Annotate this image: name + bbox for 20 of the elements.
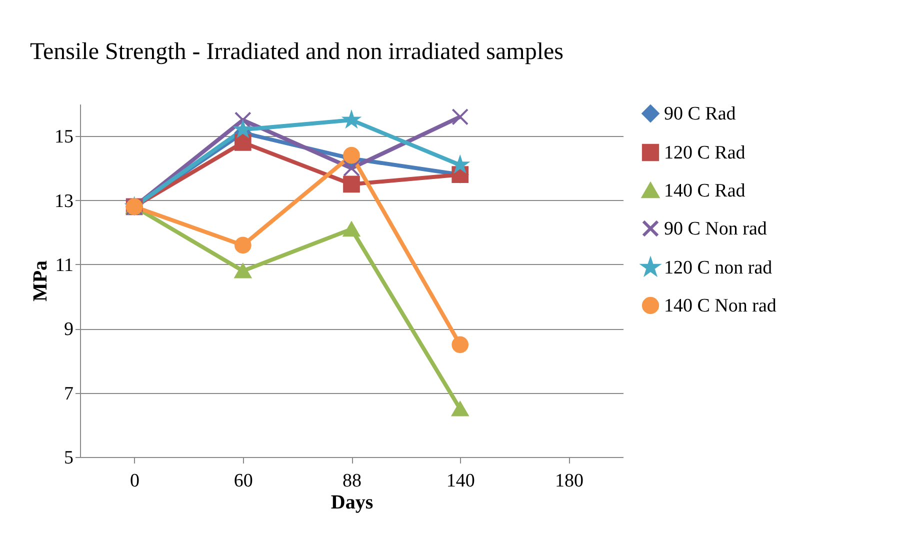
y-tick-label: 15	[54, 126, 74, 148]
y-tick-label: 13	[54, 190, 74, 212]
legend-label: 90 C Non rad	[664, 218, 768, 240]
x-tick-label: 88	[342, 470, 362, 492]
chart-title: Tensile Strength - Irradiated and non irradiated samples	[30, 39, 564, 65]
legend-label: 90 C Rad	[664, 104, 736, 124]
legend-label: 120 C non rad	[664, 258, 773, 278]
x-tick-label: 0	[130, 470, 140, 492]
y-axis-title: MPa	[30, 260, 52, 302]
x-tick-label: 180	[554, 470, 584, 492]
x-tick-label: 60	[234, 470, 253, 492]
x-axis-title: Days	[330, 492, 374, 514]
y-tick-label: 7	[64, 383, 74, 404]
y-tick-label: 9	[64, 319, 74, 340]
x-tick-label: 140	[446, 470, 475, 492]
legend-label: 140 C Non rad	[664, 296, 777, 316]
legend-label: 120 C Rad	[664, 142, 746, 164]
y-tick-label: 5	[64, 448, 74, 468]
y-tick-label: 11	[55, 254, 74, 276]
legend-label: 140 C Rad	[664, 180, 746, 202]
